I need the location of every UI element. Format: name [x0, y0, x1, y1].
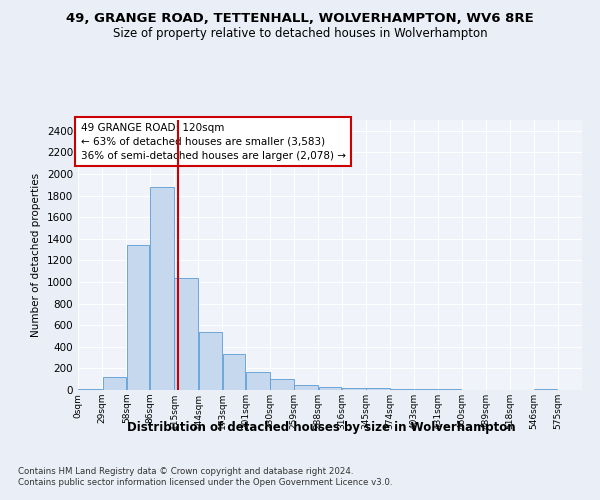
Bar — [175, 278, 198, 390]
Bar — [342, 388, 365, 390]
Bar — [391, 389, 414, 390]
Bar — [295, 384, 318, 390]
Bar — [150, 187, 173, 390]
Text: Contains HM Land Registry data © Crown copyright and database right 2024.
Contai: Contains HM Land Registry data © Crown c… — [18, 468, 392, 487]
Bar — [127, 246, 149, 390]
Bar — [246, 372, 269, 390]
Text: Size of property relative to detached houses in Wolverhampton: Size of property relative to detached ho… — [113, 28, 487, 40]
Text: Distribution of detached houses by size in Wolverhampton: Distribution of detached houses by size … — [127, 421, 515, 434]
Bar — [199, 332, 222, 390]
Y-axis label: Number of detached properties: Number of detached properties — [31, 173, 41, 337]
Text: 49 GRANGE ROAD: 120sqm
← 63% of detached houses are smaller (3,583)
36% of semi-: 49 GRANGE ROAD: 120sqm ← 63% of detached… — [80, 122, 346, 160]
Bar — [319, 387, 341, 390]
Bar — [270, 379, 294, 390]
Bar — [223, 354, 245, 390]
Bar — [366, 388, 390, 390]
Bar — [103, 377, 126, 390]
Text: 49, GRANGE ROAD, TETTENHALL, WOLVERHAMPTON, WV6 8RE: 49, GRANGE ROAD, TETTENHALL, WOLVERHAMPT… — [66, 12, 534, 26]
